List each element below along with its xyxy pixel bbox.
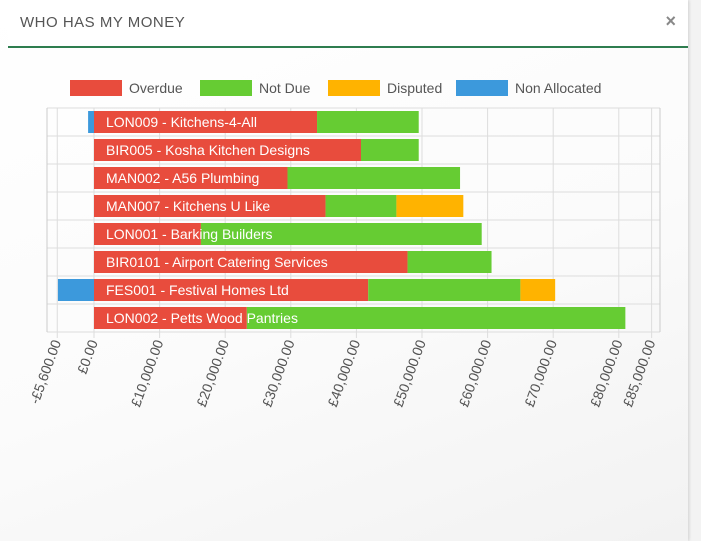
legend-swatch-overdue bbox=[70, 80, 122, 96]
bar-overdue bbox=[94, 111, 318, 133]
bar-not_due bbox=[360, 139, 419, 161]
x-tick-label: £20,000.00 bbox=[193, 337, 232, 409]
category-label: LON009 - Kitchens-4-All bbox=[106, 114, 257, 130]
bar-not_due bbox=[287, 167, 461, 189]
bar-overdue bbox=[94, 279, 369, 301]
x-tick-label: £30,000.00 bbox=[259, 337, 298, 409]
stacked-bar-chart: Overdue Not Due Disputed Non Allocated LON00… bbox=[26, 80, 661, 409]
category-label: LON001 - Barking Builders bbox=[106, 226, 273, 242]
legend-swatch-disputed bbox=[328, 80, 380, 96]
bar-non_allocated bbox=[88, 111, 94, 133]
category-label: FES001 - Festival Homes Ltd bbox=[106, 282, 289, 298]
bar-overdue bbox=[94, 167, 288, 189]
bar-overdue bbox=[94, 307, 247, 329]
bar-disputed bbox=[520, 279, 556, 301]
category-label: MAN007 - Kitchens U Like bbox=[106, 198, 270, 214]
category-label: BIR005 - Kosha Kitchen Designs bbox=[106, 142, 310, 158]
widget-title: WHO HAS MY MONEY bbox=[20, 14, 186, 31]
bar-not_due bbox=[407, 251, 492, 273]
category-label: LON002 - Petts Wood Pantries bbox=[106, 310, 298, 326]
bar-not_due bbox=[325, 195, 397, 217]
x-tick-label: £10,000.00 bbox=[127, 337, 166, 409]
x-tick-label: £80,000.00 bbox=[587, 337, 626, 409]
bar-not_due bbox=[200, 223, 482, 245]
bar-overdue bbox=[94, 251, 408, 273]
bar-overdue bbox=[94, 195, 326, 217]
bar-not_due bbox=[368, 279, 521, 301]
x-tick-label: £0.00 bbox=[74, 337, 101, 376]
category-label: BIR0101 - Airport Catering Services bbox=[106, 254, 328, 270]
legend-label-non_allocated: Non Allocated bbox=[515, 80, 601, 96]
category-label: MAN002 - A56 Plumbing bbox=[106, 170, 259, 186]
bar-not_due bbox=[246, 307, 626, 329]
legend-swatch-not_due bbox=[200, 80, 252, 96]
bar-not_due bbox=[317, 111, 419, 133]
legend-swatch-non_allocated bbox=[456, 80, 508, 96]
legend-label-not_due: Not Due bbox=[259, 80, 311, 96]
close-icon[interactable]: × bbox=[665, 11, 676, 31]
x-tick-label: £40,000.00 bbox=[324, 337, 363, 409]
widget-header: WHO HAS MY MONEY × bbox=[8, 0, 688, 48]
x-tick-label: -£5,600.00 bbox=[26, 337, 64, 406]
bar-overdue bbox=[94, 139, 361, 161]
x-tick-label: £60,000.00 bbox=[455, 337, 494, 409]
bar-overdue bbox=[94, 223, 201, 245]
x-tick-label: £70,000.00 bbox=[521, 337, 560, 409]
bar-disputed bbox=[396, 195, 464, 217]
x-tick-label: £85,000.00 bbox=[619, 337, 658, 409]
bar-non_allocated bbox=[57, 279, 94, 301]
legend-label-overdue: Overdue bbox=[129, 80, 183, 96]
x-tick-label: £50,000.00 bbox=[390, 337, 429, 409]
legend-label-disputed: Disputed bbox=[387, 80, 442, 96]
